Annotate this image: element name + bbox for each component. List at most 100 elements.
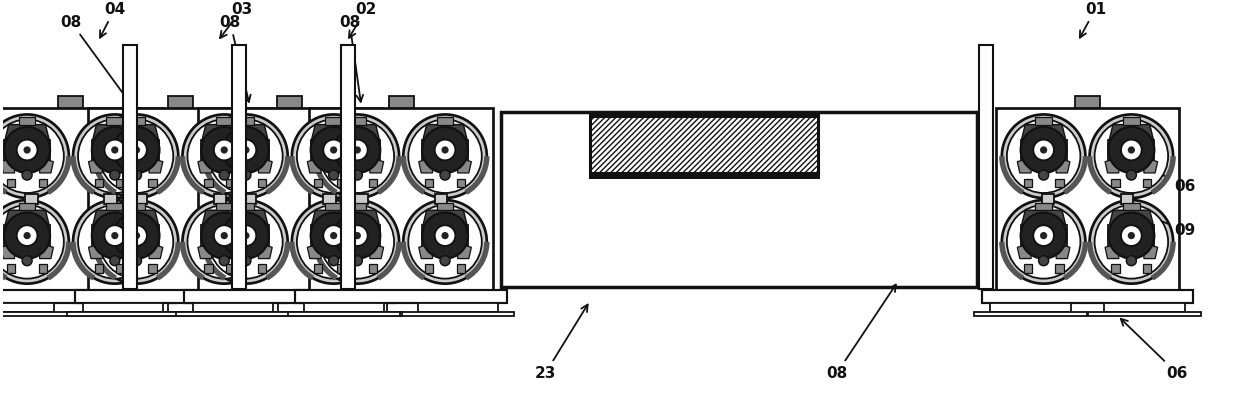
- Bar: [58, 96, 83, 108]
- Circle shape: [223, 127, 269, 173]
- Bar: [92, 139, 138, 160]
- Bar: [345, 264, 353, 273]
- Bar: [1105, 303, 1184, 312]
- Circle shape: [311, 127, 357, 173]
- Polygon shape: [223, 124, 269, 143]
- Circle shape: [114, 127, 160, 173]
- Bar: [1143, 179, 1152, 187]
- Polygon shape: [201, 124, 247, 143]
- Polygon shape: [331, 244, 345, 259]
- Bar: [192, 303, 273, 312]
- Bar: [72, 312, 185, 316]
- Circle shape: [1021, 127, 1066, 173]
- Circle shape: [17, 225, 37, 246]
- Bar: [134, 194, 148, 204]
- Bar: [4, 139, 50, 160]
- Polygon shape: [458, 158, 471, 173]
- Bar: [314, 179, 322, 187]
- Circle shape: [219, 170, 229, 180]
- Polygon shape: [4, 124, 50, 143]
- Bar: [1035, 203, 1052, 210]
- Bar: [205, 264, 212, 273]
- Polygon shape: [346, 158, 360, 173]
- Bar: [201, 139, 247, 160]
- Bar: [198, 108, 382, 290]
- Bar: [341, 45, 356, 289]
- Bar: [425, 179, 433, 187]
- Bar: [337, 179, 346, 187]
- Text: 08: 08: [61, 15, 130, 103]
- Bar: [128, 203, 145, 210]
- Circle shape: [440, 256, 450, 266]
- Polygon shape: [1, 244, 15, 259]
- Bar: [126, 179, 135, 187]
- Circle shape: [73, 115, 156, 198]
- Bar: [304, 303, 384, 312]
- Bar: [1089, 312, 1200, 316]
- Circle shape: [104, 139, 125, 160]
- Bar: [1055, 264, 1064, 273]
- Polygon shape: [88, 158, 102, 173]
- Circle shape: [24, 232, 31, 239]
- Bar: [325, 203, 342, 210]
- Bar: [244, 194, 257, 204]
- Circle shape: [435, 139, 455, 160]
- Polygon shape: [1143, 158, 1158, 173]
- Circle shape: [1109, 127, 1154, 173]
- Circle shape: [291, 200, 376, 284]
- Circle shape: [0, 115, 69, 198]
- Text: 03: 03: [219, 2, 253, 38]
- Bar: [88, 108, 273, 290]
- Circle shape: [131, 256, 141, 266]
- Circle shape: [4, 127, 50, 173]
- Circle shape: [94, 200, 179, 284]
- Bar: [278, 96, 303, 108]
- Bar: [456, 264, 465, 273]
- Circle shape: [296, 119, 371, 193]
- Circle shape: [187, 205, 260, 278]
- Circle shape: [17, 139, 37, 160]
- Bar: [213, 194, 227, 204]
- Circle shape: [296, 205, 371, 278]
- Circle shape: [182, 200, 267, 284]
- Bar: [114, 225, 160, 246]
- Polygon shape: [201, 210, 247, 229]
- Bar: [1021, 225, 1066, 246]
- Polygon shape: [1, 158, 15, 173]
- Text: 02: 02: [348, 2, 377, 38]
- Circle shape: [126, 225, 146, 246]
- Bar: [1042, 194, 1054, 204]
- Polygon shape: [88, 244, 102, 259]
- Circle shape: [353, 232, 361, 239]
- Bar: [7, 264, 15, 273]
- Bar: [590, 173, 818, 179]
- Bar: [418, 303, 498, 312]
- Circle shape: [241, 170, 250, 180]
- Polygon shape: [422, 124, 467, 143]
- Circle shape: [422, 213, 467, 259]
- Polygon shape: [1109, 124, 1154, 143]
- Polygon shape: [114, 210, 160, 229]
- Polygon shape: [1056, 158, 1070, 173]
- Bar: [1023, 179, 1032, 187]
- Bar: [456, 179, 465, 187]
- Bar: [117, 179, 125, 187]
- Circle shape: [1127, 146, 1135, 154]
- Polygon shape: [237, 244, 250, 259]
- Polygon shape: [1021, 124, 1066, 143]
- Circle shape: [213, 225, 234, 246]
- Bar: [1121, 194, 1133, 204]
- Circle shape: [311, 213, 357, 259]
- Circle shape: [1127, 232, 1135, 239]
- Bar: [306, 303, 387, 312]
- Circle shape: [92, 127, 138, 173]
- Polygon shape: [311, 124, 357, 143]
- Circle shape: [1002, 200, 1085, 284]
- Bar: [335, 139, 381, 160]
- Bar: [4, 225, 50, 246]
- Bar: [309, 108, 494, 290]
- Bar: [991, 303, 1070, 312]
- Circle shape: [131, 170, 141, 180]
- Bar: [197, 303, 278, 312]
- Bar: [434, 194, 448, 204]
